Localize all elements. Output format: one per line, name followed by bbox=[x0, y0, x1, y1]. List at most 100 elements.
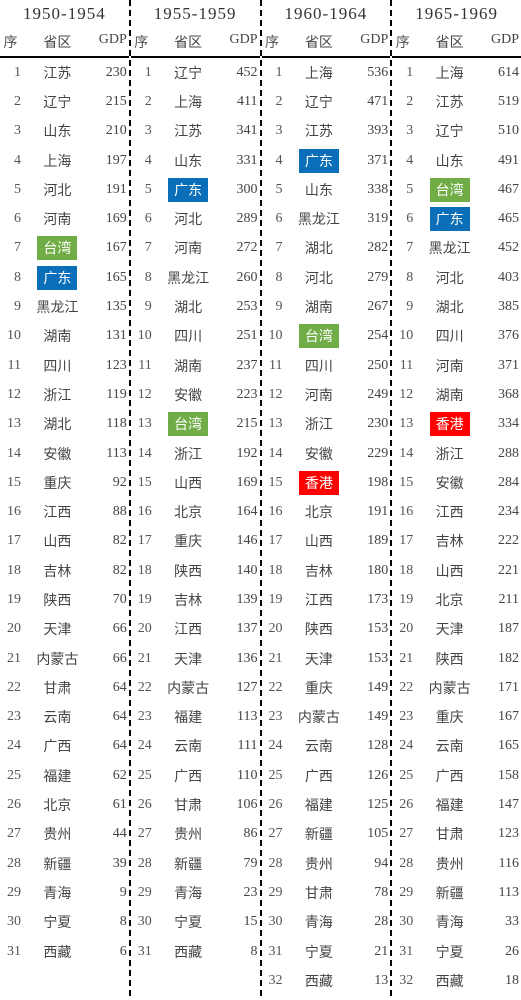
table-row: 19吉林139 bbox=[131, 585, 260, 614]
table-row: 28贵州116 bbox=[392, 849, 521, 878]
table-row: 4山东331 bbox=[131, 146, 260, 175]
cell-gdp: 171 bbox=[483, 680, 521, 696]
table-row: 24广西64 bbox=[0, 732, 129, 761]
cell-province: 黑龙江 bbox=[416, 238, 483, 258]
cell-rank: 13 bbox=[131, 416, 155, 432]
column-header: 序省区GDP bbox=[262, 28, 391, 58]
highlight-box: 香港 bbox=[299, 471, 339, 495]
cell-province: 宁夏 bbox=[24, 912, 91, 932]
cell-province: 山东 bbox=[24, 121, 91, 141]
cell-gdp: 8 bbox=[222, 944, 260, 960]
cell-province: 重庆 bbox=[24, 473, 91, 493]
cell-gdp: 125 bbox=[352, 797, 390, 813]
cell-gdp: 64 bbox=[91, 709, 129, 725]
table-row: 2上海411 bbox=[131, 87, 260, 116]
cell-rank: 25 bbox=[0, 768, 24, 784]
cell-gdp: 180 bbox=[352, 563, 390, 579]
cell-province: 贵州 bbox=[24, 824, 91, 844]
table-row: 13香港334 bbox=[392, 410, 521, 439]
cell-province: 北京 bbox=[416, 590, 483, 610]
cell-province: 湖南 bbox=[24, 326, 91, 346]
cell-gdp: 131 bbox=[91, 328, 129, 344]
cell-gdp: 230 bbox=[91, 65, 129, 81]
highlight-box: 广东 bbox=[299, 149, 339, 173]
cell-gdp: 331 bbox=[222, 153, 260, 169]
cell-province: 四川 bbox=[24, 356, 91, 376]
period-column: 1965-1969序省区GDP1上海6142江苏5193辽宁5104山东4915… bbox=[392, 0, 521, 996]
table-row: 7河南272 bbox=[131, 234, 260, 263]
table-row: 3江苏393 bbox=[262, 117, 391, 146]
table-row: 1上海536 bbox=[262, 58, 391, 87]
table-row: 16北京164 bbox=[131, 497, 260, 526]
cell-rank: 6 bbox=[0, 211, 24, 227]
table-row: 16北京191 bbox=[262, 497, 391, 526]
cell-gdp: 334 bbox=[483, 416, 521, 432]
period-title: 1950-1954 bbox=[0, 0, 129, 28]
table-row: 22重庆149 bbox=[262, 673, 391, 702]
cell-rank: 23 bbox=[131, 709, 155, 725]
cell-rank: 26 bbox=[392, 797, 416, 813]
cell-rank: 5 bbox=[0, 182, 24, 198]
cell-province: 黑龙江 bbox=[286, 209, 353, 229]
header-province: 省区 bbox=[416, 32, 483, 52]
cell-province: 安徽 bbox=[24, 444, 91, 464]
cell-province: 陕西 bbox=[155, 561, 222, 581]
cell-rank: 8 bbox=[131, 270, 155, 286]
highlight-box: 广东 bbox=[37, 266, 77, 290]
table-row: 20陕西153 bbox=[262, 615, 391, 644]
cell-rank: 15 bbox=[0, 475, 24, 491]
table-row: 26福建147 bbox=[392, 790, 521, 819]
cell-gdp: 92 bbox=[91, 475, 129, 491]
cell-province: 陕西 bbox=[286, 619, 353, 639]
cell-rank: 11 bbox=[131, 358, 155, 374]
cell-province: 甘肃 bbox=[286, 883, 353, 903]
cell-gdp: 86 bbox=[222, 826, 260, 842]
cell-province: 浙江 bbox=[155, 444, 222, 464]
cell-rank: 31 bbox=[262, 944, 286, 960]
cell-rank: 11 bbox=[392, 358, 416, 374]
highlight-box: 台湾 bbox=[168, 412, 208, 436]
cell-gdp: 385 bbox=[483, 299, 521, 315]
cell-province: 甘肃 bbox=[416, 824, 483, 844]
cell-rank: 7 bbox=[392, 240, 416, 256]
table-row: 5台湾467 bbox=[392, 175, 521, 204]
cell-rank: 20 bbox=[262, 621, 286, 637]
cell-rank: 15 bbox=[131, 475, 155, 491]
table-row: 8河北279 bbox=[262, 263, 391, 292]
cell-gdp: 64 bbox=[91, 738, 129, 754]
cell-gdp: 267 bbox=[352, 299, 390, 315]
table-row: 23福建113 bbox=[131, 703, 260, 732]
cell-gdp: 536 bbox=[352, 65, 390, 81]
table-row: 17山西82 bbox=[0, 527, 129, 556]
cell-gdp: 8 bbox=[91, 914, 129, 930]
period-column: 1955-1959序省区GDP1辽宁4522上海4113江苏3414山东3315… bbox=[131, 0, 262, 996]
cell-gdp: 189 bbox=[352, 533, 390, 549]
cell-rank: 17 bbox=[0, 533, 24, 549]
cell-province: 辽宁 bbox=[286, 92, 353, 112]
cell-gdp: 221 bbox=[483, 563, 521, 579]
cell-province: 湖南 bbox=[286, 297, 353, 317]
cell-province: 广西 bbox=[416, 766, 483, 786]
table-row: 15重庆92 bbox=[0, 468, 129, 497]
cell-gdp: 191 bbox=[352, 504, 390, 520]
table-row: 1上海614 bbox=[392, 58, 521, 87]
cell-rank: 8 bbox=[262, 270, 286, 286]
cell-gdp: 376 bbox=[483, 328, 521, 344]
cell-gdp: 153 bbox=[352, 651, 390, 667]
table-row: 6河南169 bbox=[0, 204, 129, 233]
cell-rank: 10 bbox=[262, 328, 286, 344]
cell-gdp: 300 bbox=[222, 182, 260, 198]
cell-gdp: 254 bbox=[352, 328, 390, 344]
cell-gdp: 223 bbox=[222, 387, 260, 403]
cell-province: 山西 bbox=[416, 561, 483, 581]
cell-rank: 13 bbox=[262, 416, 286, 432]
table-row: 27贵州44 bbox=[0, 820, 129, 849]
cell-rank: 12 bbox=[392, 387, 416, 403]
cell-province: 上海 bbox=[286, 63, 353, 83]
cell-rank: 3 bbox=[0, 123, 24, 139]
cell-gdp: 182 bbox=[483, 651, 521, 667]
cell-gdp: 147 bbox=[483, 797, 521, 813]
table-row: 2辽宁471 bbox=[262, 87, 391, 116]
cell-rank: 23 bbox=[392, 709, 416, 725]
cell-gdp: 82 bbox=[91, 533, 129, 549]
